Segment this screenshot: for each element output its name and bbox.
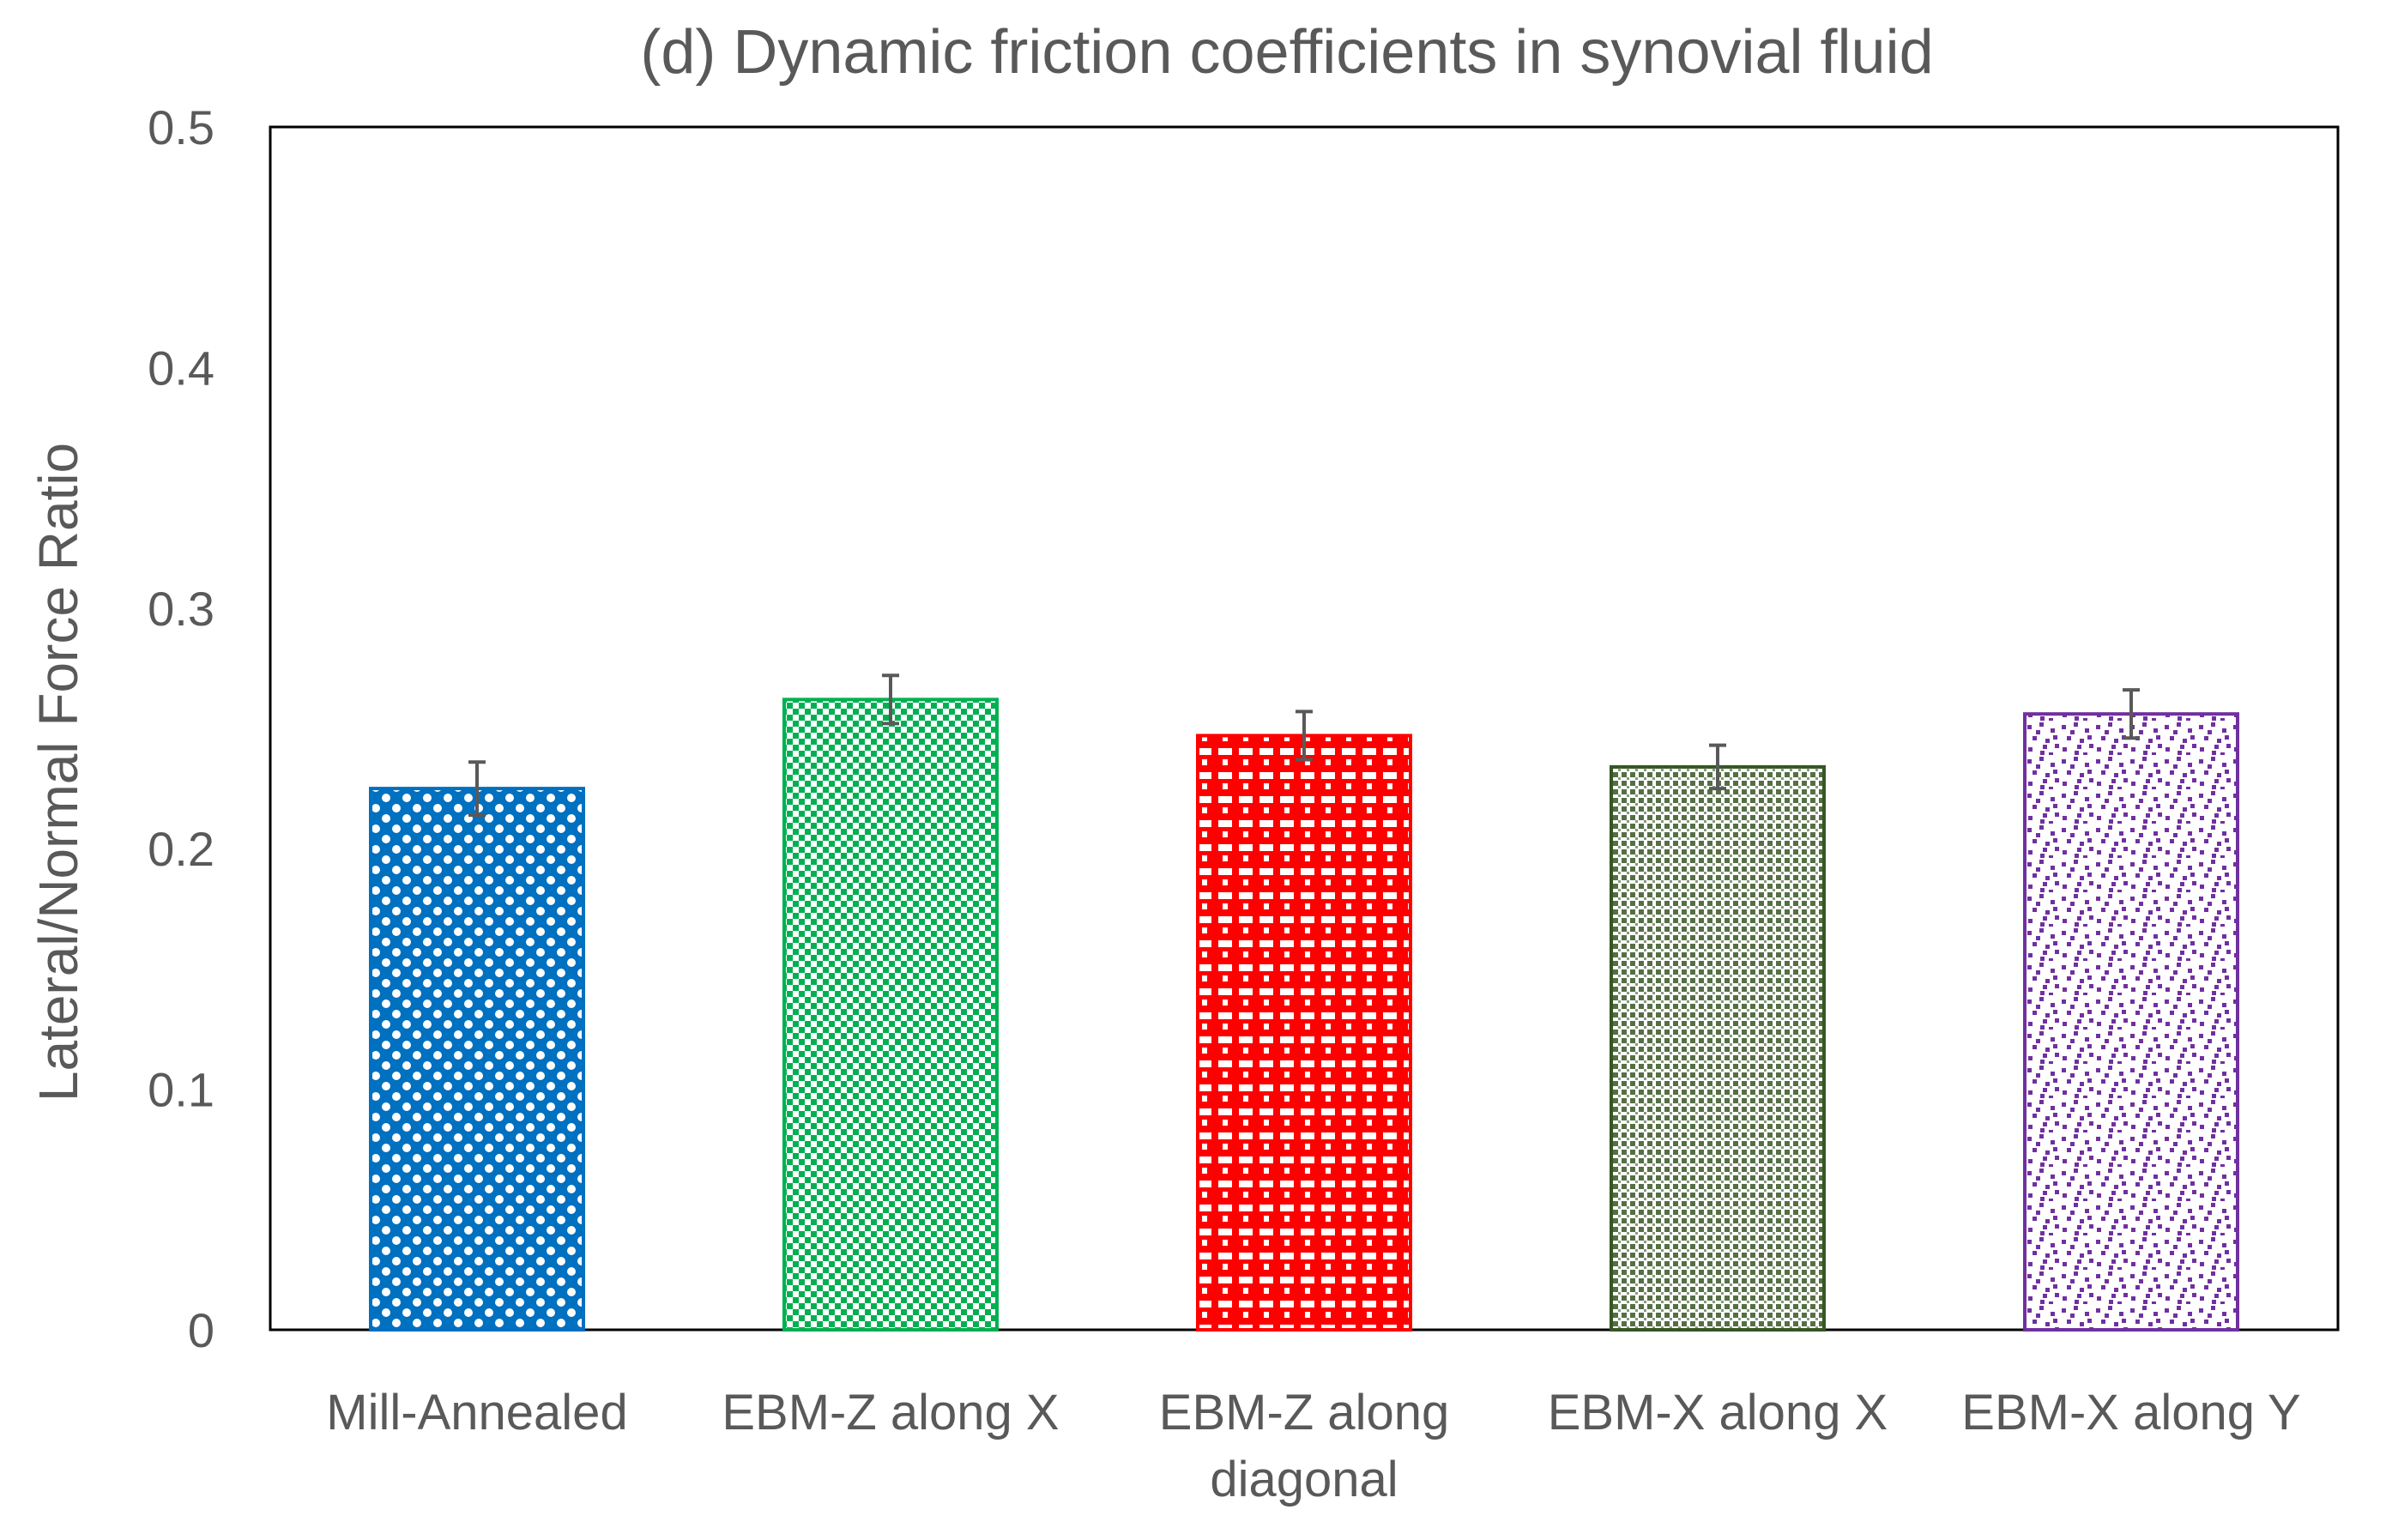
x-tick-label: Mill-Annealed xyxy=(326,1385,627,1440)
bar xyxy=(2023,712,2239,1332)
error-bar xyxy=(882,673,899,726)
y-tick-label: 0 xyxy=(188,1303,214,1357)
y-axis-label: Lateral/Normal Force Ratio xyxy=(27,443,89,1102)
error-bar xyxy=(2123,688,2140,740)
y-axis-ticks: 0 0.1 0.2 0.3 0.4 0.5 xyxy=(148,100,214,1357)
x-tick-label: EBM-Z along diagonal xyxy=(1159,1385,1449,1507)
bar xyxy=(1610,764,1826,1332)
error-bar xyxy=(1709,743,1726,791)
bar xyxy=(782,698,999,1332)
error-bars-group xyxy=(468,673,2140,817)
y-tick-label: 0.2 xyxy=(148,822,214,876)
x-tick-label: EBM-X along Y xyxy=(1961,1385,2300,1440)
error-bar xyxy=(1296,710,1313,762)
y-tick-label: 0.4 xyxy=(148,341,214,395)
bars-group xyxy=(369,698,2239,1332)
y-tick-label: 0.3 xyxy=(148,582,214,636)
x-tick-label: EBM-Z along X xyxy=(722,1385,1059,1440)
bar xyxy=(369,787,585,1332)
x-tick-label: EBM-X along X xyxy=(1548,1385,1888,1440)
bar xyxy=(1196,734,1412,1332)
x-axis-tick-labels: Mill-Annealed EBM-Z along X EBM-Z along dia… xyxy=(326,1385,2300,1507)
chart-title: (d) Dynamic friction coefficients in syn… xyxy=(640,18,1933,87)
error-bar xyxy=(468,760,486,817)
y-tick-label: 0.5 xyxy=(148,100,214,154)
y-tick-label: 0.1 xyxy=(148,1063,214,1117)
